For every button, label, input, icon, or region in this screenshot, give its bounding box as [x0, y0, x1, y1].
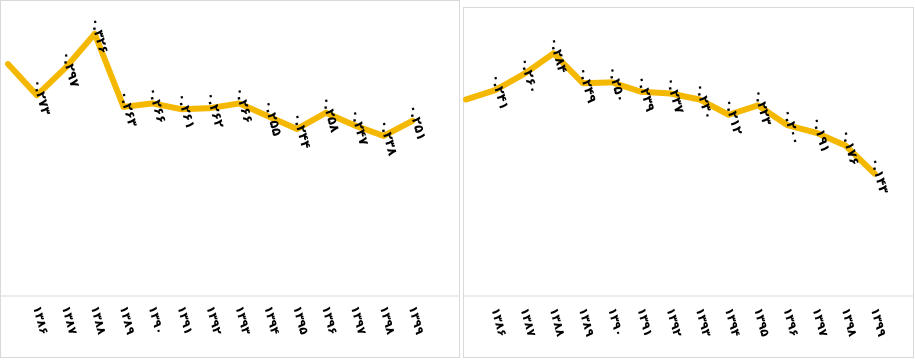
- x-tick-label: ۱۳۹۶: [780, 306, 801, 338]
- chart-frame: [0, 0, 460, 358]
- x-tick-label: ۱۳۸۹: [576, 306, 597, 339]
- x-tick-label: ۱۳۸۸: [547, 306, 568, 339]
- x-tick-label: ۱۳۹۷: [810, 306, 831, 339]
- data-label: ۰.۱۴۳: [867, 156, 891, 195]
- series-line: [5, 30, 416, 139]
- x-tick-label: ۱۳۹۳: [232, 304, 253, 337]
- x-tick-label: ۱۳۹۲: [204, 304, 225, 337]
- data-label: ۰.۲۳۸: [376, 118, 400, 157]
- x-tick-label: ۱۳۹۹: [406, 304, 427, 337]
- x-tick-label: ۱۳۹۱: [634, 306, 655, 338]
- x-tick-label: ۱۳۸۹: [117, 304, 138, 337]
- x-tick-label: ۱۳۹۲: [664, 306, 685, 339]
- x-tick-label: ۱۳۹۴: [261, 304, 282, 336]
- x-tick-label: ۱۳۹۷: [348, 304, 369, 337]
- x-tick-label: ۱۳۹۰: [146, 304, 167, 336]
- x-tick-label: ۱۳۸۶: [488, 306, 509, 338]
- x-tick-label: ۱۳۹۹: [868, 306, 889, 339]
- data-label: ۰.۲۵۵: [260, 99, 284, 138]
- chart-frame: [463, 7, 914, 358]
- data-label: ۰.۲۰۰: [779, 107, 803, 146]
- x-tick-label: ۱۳۸۷: [59, 304, 80, 337]
- series-line: [463, 50, 878, 177]
- x-tick-label: ۱۳۹۴: [722, 306, 743, 338]
- x-tick-label: ۱۳۹۵: [751, 306, 772, 338]
- x-tick-label: ۱۳۹۸: [377, 304, 398, 337]
- data-label: ۰.۲۳۹: [633, 74, 657, 113]
- data-label: ۰.۲۶۳: [116, 89, 140, 128]
- x-tick-label: ۱۳۸۷: [518, 306, 539, 339]
- data-label: ۰.۱۷۶: [838, 128, 862, 167]
- x-tick-label: ۱۳۹۱: [175, 304, 196, 336]
- x-tick-label: ۱۳۹۸: [839, 306, 860, 339]
- data-label: ۰.۲۴۷: [347, 108, 371, 147]
- x-tick-label: ۱۳۹۳: [693, 306, 714, 339]
- x-tick-label: ۱۳۸۶: [30, 304, 51, 336]
- x-tick-label: ۱۳۸۸: [88, 304, 109, 337]
- x-tick-label: ۱۳۹۵: [290, 304, 311, 336]
- x-tick-label: ۱۳۹۶: [319, 304, 340, 336]
- data-label: ۰.۲۴۴: [289, 111, 313, 150]
- data-label: ۰.۱۹۱: [808, 115, 832, 154]
- data-label: ۰.۲۱۲: [721, 97, 745, 136]
- x-tick-label: ۱۳۹۰: [605, 306, 626, 338]
- data-label: ۰.۲۴۹: [575, 66, 599, 105]
